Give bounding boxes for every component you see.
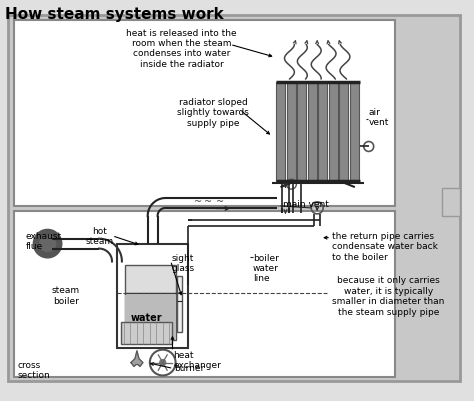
Bar <box>125 295 176 340</box>
Text: ~: ~ <box>204 196 212 207</box>
Bar <box>297 83 306 182</box>
Bar <box>14 211 395 377</box>
Bar <box>308 83 317 182</box>
Text: boiler
water
line: boiler water line <box>253 253 279 283</box>
Text: ~: ~ <box>194 196 202 207</box>
Bar <box>14 20 395 207</box>
Text: because it only carries
water, it is typically
smaller in diameter than
the stea: because it only carries water, it is typ… <box>332 275 445 316</box>
Text: burner: burner <box>174 363 205 372</box>
Text: the return pipe carries
condensate water back
to the boiler: the return pipe carries condensate water… <box>332 231 438 261</box>
Text: main vent: main vent <box>283 200 329 209</box>
Text: ~: ~ <box>216 196 224 207</box>
Text: air
vent: air vent <box>369 108 389 127</box>
Text: water: water <box>131 312 163 322</box>
Bar <box>125 265 176 340</box>
Circle shape <box>34 230 62 258</box>
Bar <box>287 83 296 182</box>
Circle shape <box>160 360 166 366</box>
Text: exhaust
flue: exhaust flue <box>26 231 62 251</box>
Bar <box>117 244 188 348</box>
Text: steam
boiler: steam boiler <box>51 286 79 305</box>
Text: cross
section: cross section <box>18 360 51 379</box>
Bar <box>350 83 359 182</box>
Text: radiator sloped
slightly towards
supply pipe: radiator sloped slightly towards supply … <box>177 98 249 128</box>
Text: heat is released into the
room when the steam
condenses into water
inside the ra: heat is released into the room when the … <box>126 28 237 69</box>
Bar <box>442 188 460 216</box>
Text: heat
exchanger: heat exchanger <box>173 350 221 369</box>
Bar <box>121 322 173 344</box>
Bar <box>318 83 327 182</box>
Bar <box>177 276 182 332</box>
Bar <box>328 83 338 182</box>
Bar <box>276 83 285 182</box>
Polygon shape <box>131 351 143 367</box>
Circle shape <box>40 236 55 252</box>
Text: How steam systems work: How steam systems work <box>5 7 224 22</box>
Text: sight
glass: sight glass <box>172 253 195 272</box>
Bar <box>339 83 348 182</box>
Text: hot
steam: hot steam <box>85 226 113 245</box>
